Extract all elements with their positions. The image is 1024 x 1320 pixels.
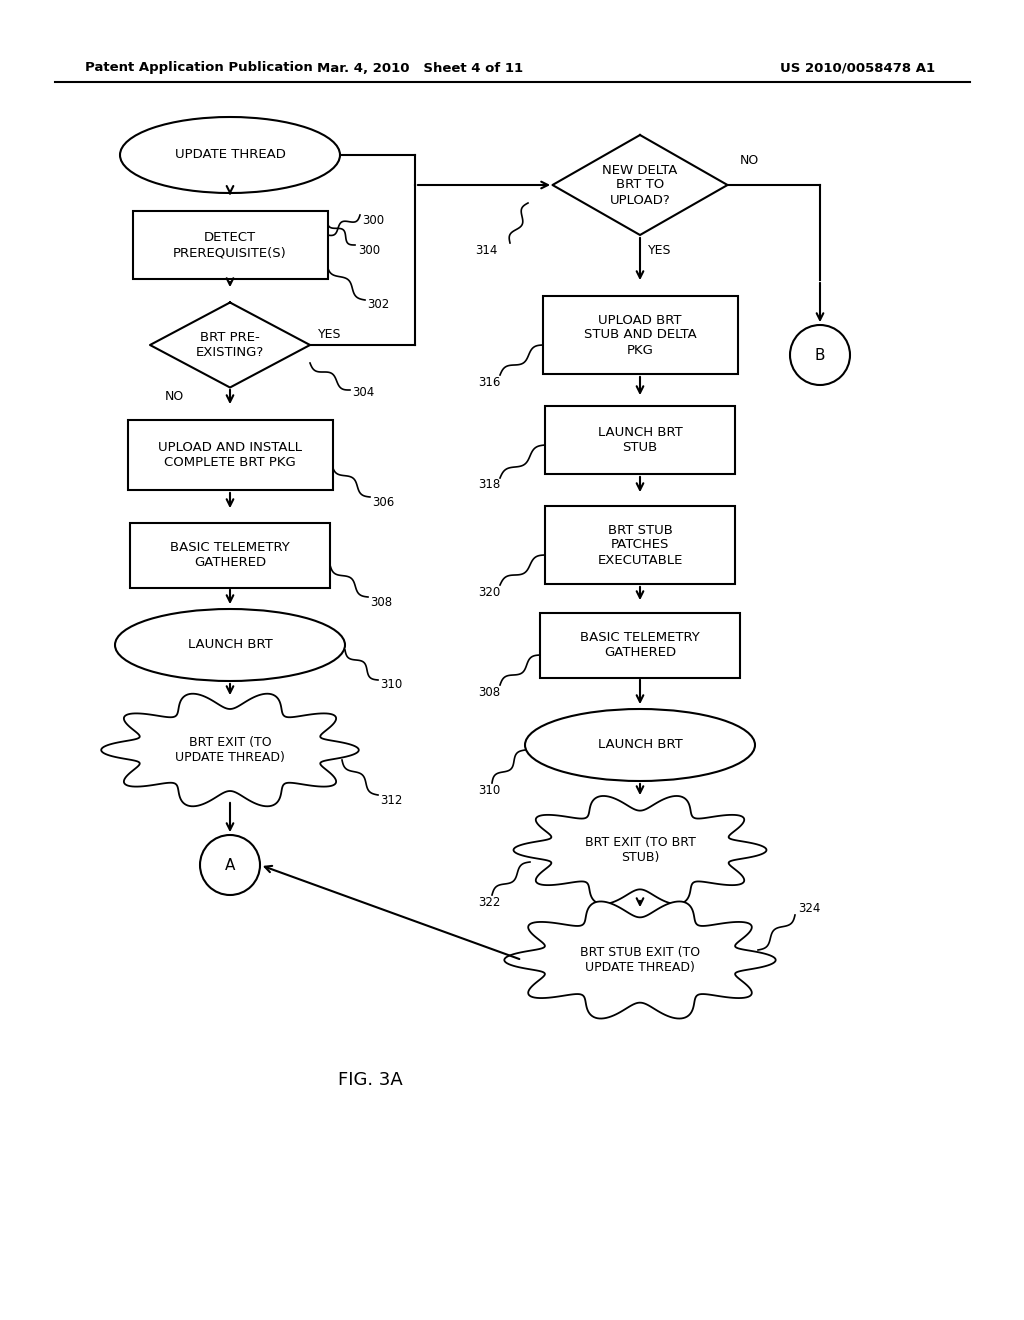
Text: 302: 302	[367, 298, 389, 312]
Text: LAUNCH BRT: LAUNCH BRT	[187, 639, 272, 652]
Text: UPLOAD AND INSTALL
COMPLETE BRT PKG: UPLOAD AND INSTALL COMPLETE BRT PKG	[158, 441, 302, 469]
Text: BASIC TELEMETRY
GATHERED: BASIC TELEMETRY GATHERED	[581, 631, 699, 659]
Ellipse shape	[115, 609, 345, 681]
Text: FIG. 3A: FIG. 3A	[338, 1071, 402, 1089]
Text: BRT PRE-
EXISTING?: BRT PRE- EXISTING?	[196, 331, 264, 359]
Text: 322: 322	[478, 895, 501, 908]
Bar	[543, 296, 737, 374]
Bar	[540, 612, 740, 677]
Text: 318: 318	[478, 479, 501, 491]
Text: UPDATE THREAD: UPDATE THREAD	[174, 149, 286, 161]
Text: 308: 308	[478, 685, 500, 698]
Bar	[545, 407, 735, 474]
Bar	[128, 420, 333, 490]
Circle shape	[200, 836, 260, 895]
Ellipse shape	[120, 117, 340, 193]
Text: US 2010/0058478 A1: US 2010/0058478 A1	[780, 62, 935, 74]
Text: BRT EXIT (TO
UPDATE THREAD): BRT EXIT (TO UPDATE THREAD)	[175, 737, 285, 764]
Text: 300: 300	[362, 214, 384, 227]
Text: BRT EXIT (TO BRT
STUB): BRT EXIT (TO BRT STUB)	[585, 836, 695, 865]
Bar	[132, 211, 328, 279]
Text: 306: 306	[372, 496, 394, 510]
Text: UPLOAD BRT
STUB AND DELTA
PKG: UPLOAD BRT STUB AND DELTA PKG	[584, 314, 696, 356]
Text: 300: 300	[358, 243, 380, 256]
Text: YES: YES	[318, 329, 341, 342]
Text: BASIC TELEMETRY
GATHERED: BASIC TELEMETRY GATHERED	[170, 541, 290, 569]
Text: NEW DELTA
BRT TO
UPLOAD?: NEW DELTA BRT TO UPLOAD?	[602, 164, 678, 206]
Text: LAUNCH BRT: LAUNCH BRT	[598, 738, 682, 751]
Text: 312: 312	[380, 793, 402, 807]
Text: NO: NO	[165, 391, 184, 404]
Text: DETECT
PREREQUISITE(S): DETECT PREREQUISITE(S)	[173, 231, 287, 259]
Text: BRT STUB
PATCHES
EXECUTABLE: BRT STUB PATCHES EXECUTABLE	[597, 524, 683, 566]
Polygon shape	[101, 694, 358, 807]
Text: 310: 310	[380, 678, 402, 692]
Bar	[545, 506, 735, 583]
Text: Patent Application Publication: Patent Application Publication	[85, 62, 312, 74]
Text: 320: 320	[478, 586, 501, 598]
Circle shape	[790, 325, 850, 385]
Text: YES: YES	[648, 243, 672, 256]
Polygon shape	[150, 302, 310, 388]
Text: 316: 316	[478, 375, 501, 388]
Text: B: B	[815, 347, 825, 363]
Text: LAUNCH BRT
STUB: LAUNCH BRT STUB	[598, 426, 682, 454]
Text: 314: 314	[475, 243, 498, 256]
Text: 304: 304	[352, 387, 374, 400]
Polygon shape	[514, 796, 767, 904]
Text: BRT STUB EXIT (TO
UPDATE THREAD): BRT STUB EXIT (TO UPDATE THREAD)	[580, 946, 700, 974]
Ellipse shape	[525, 709, 755, 781]
Text: 310: 310	[478, 784, 501, 796]
Text: 308: 308	[370, 597, 392, 610]
Text: NO: NO	[740, 153, 759, 166]
Bar	[130, 523, 330, 587]
Text: 324: 324	[798, 902, 820, 915]
Polygon shape	[505, 902, 776, 1019]
Text: A: A	[225, 858, 236, 873]
Text: Mar. 4, 2010   Sheet 4 of 11: Mar. 4, 2010 Sheet 4 of 11	[317, 62, 523, 74]
Polygon shape	[553, 135, 727, 235]
